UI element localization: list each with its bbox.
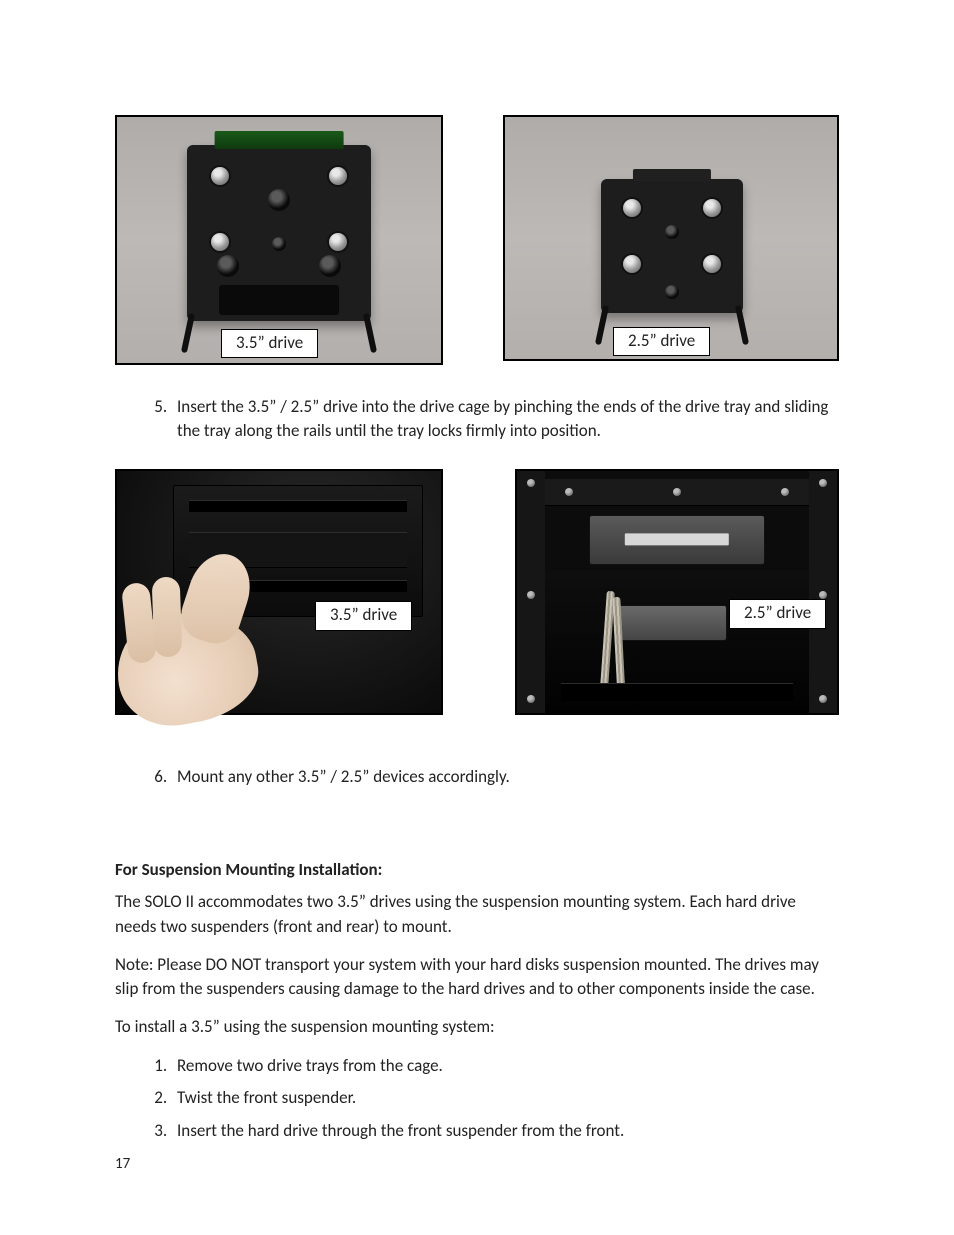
drive-bay (561, 683, 793, 701)
list-item: Mount any other 3.5” / 2.5” devices acco… (171, 765, 839, 789)
cage-side-rail (809, 471, 837, 713)
instruction-list: Insert the 3.5” / 2.5” drive into the dr… (115, 395, 839, 443)
screw-icon (329, 167, 347, 185)
screw-icon (211, 167, 229, 185)
cage-crossbar (545, 479, 809, 506)
body-paragraph: The SOLO II accommodates two 3.5” drives… (115, 890, 839, 938)
screw-icon (329, 233, 347, 251)
tray-bottom-slot (219, 285, 339, 315)
mount-hole (217, 255, 239, 277)
screw-icon (623, 199, 641, 217)
instruction-list: Mount any other 3.5” / 2.5” devices acco… (115, 765, 839, 789)
drive-label (625, 534, 729, 546)
sata-connector (633, 169, 711, 181)
drive-tray (601, 179, 743, 313)
figure-3-5-drive-tray-top: 3.5” drive (115, 115, 443, 365)
figure-caption: 3.5” drive (221, 329, 318, 358)
list-item: Insert the 3.5” / 2.5” drive into the dr… (171, 395, 839, 443)
figure-2-5-drive-installed: 2.5” drive (515, 469, 839, 715)
sub-instruction-list: Remove two drive trays from the cage. Tw… (115, 1053, 839, 1144)
bracket (615, 605, 727, 641)
figure-row-2: 3.5” drive (115, 469, 839, 715)
mount-hole (268, 189, 290, 211)
mount-hole (665, 225, 679, 239)
section-heading: For Suspension Mounting Installation: (115, 859, 839, 880)
document-page: 3.5” drive 2.5” drive Insert the 3.5” / … (0, 0, 954, 1235)
mount-hole (319, 255, 341, 277)
screw-icon (703, 199, 721, 217)
screw-icon (211, 233, 229, 251)
figure-row-1: 3.5” drive 2.5” drive (115, 115, 839, 365)
mount-hole (272, 237, 286, 251)
list-item: Twist the front suspender. (171, 1085, 839, 1111)
lower-cavity (545, 571, 809, 713)
optical-drive-slot (189, 500, 407, 512)
drive-tray (187, 145, 371, 321)
body-paragraph: To install a 3.5” using the suspension m… (115, 1015, 839, 1039)
figure-3-5-drive-insert: 3.5” drive (115, 469, 443, 715)
hand-icon (107, 553, 287, 723)
figure-caption: 2.5” drive (613, 327, 710, 356)
page-number: 17 (115, 1155, 130, 1173)
cage-side-rail (517, 471, 545, 713)
installed-drive (589, 515, 765, 565)
screw-icon (703, 255, 721, 273)
screw-icon (623, 255, 641, 273)
figure-caption: 3.5” drive (315, 601, 412, 630)
list-item: Insert the hard drive through the front … (171, 1118, 839, 1144)
figure-2-5-drive-tray-top: 2.5” drive (503, 115, 839, 361)
body-paragraph: Note: Please DO NOT transport your syste… (115, 953, 839, 1001)
mount-hole (665, 285, 679, 299)
pcb-edge (215, 131, 344, 149)
figure-caption: 2.5” drive (729, 599, 826, 628)
list-item: Remove two drive trays from the cage. (171, 1053, 839, 1079)
